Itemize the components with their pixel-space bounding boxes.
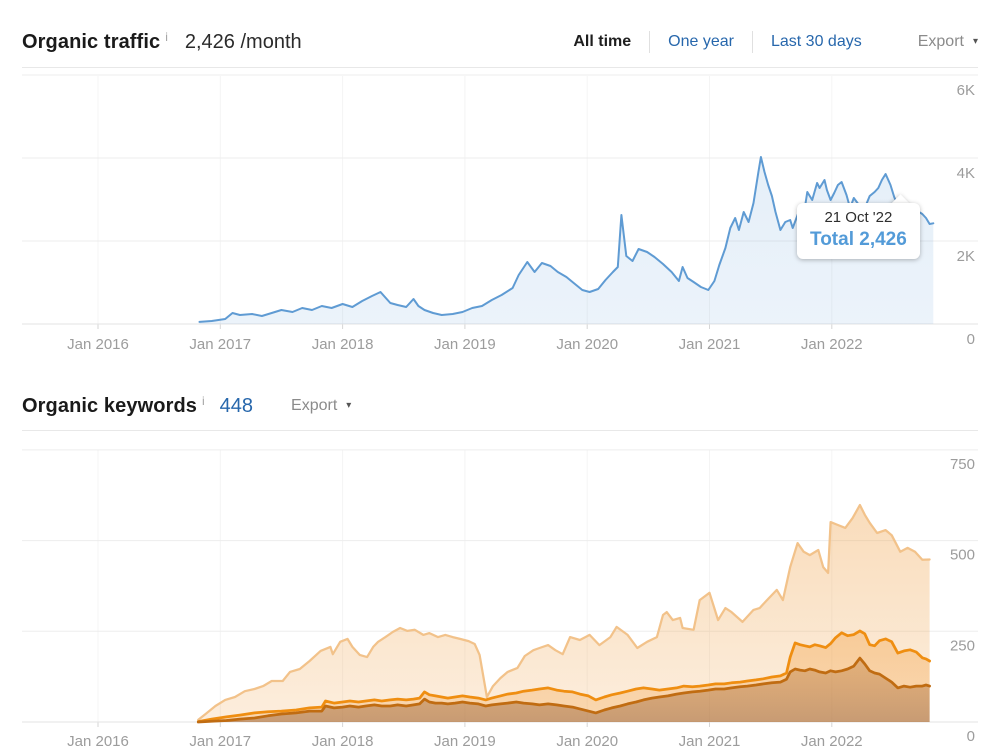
svg-text:Jan 2019: Jan 2019 [434, 733, 496, 750]
svg-text:Jan 2016: Jan 2016 [67, 336, 129, 353]
svg-text:Jan 2022: Jan 2022 [801, 336, 863, 353]
section-divider [22, 430, 978, 431]
traffic-monthly-value: 2,426 /month [184, 30, 302, 53]
svg-text:6K: 6K [957, 82, 975, 99]
time-range-tabs: All time One year Last 30 days [555, 31, 879, 53]
svg-text:Jan 2019: Jan 2019 [434, 336, 496, 353]
svg-text:4K: 4K [957, 165, 975, 182]
svg-text:Jan 2020: Jan 2020 [556, 733, 618, 750]
tab-last-30-days[interactable]: Last 30 days [751, 31, 880, 53]
svg-text:Jan 2016: Jan 2016 [67, 733, 129, 750]
info-icon[interactable]: i [202, 394, 205, 408]
export-button-traffic[interactable]: Export ▾ [918, 33, 978, 51]
svg-text:0: 0 [967, 728, 975, 745]
tooltip-date: 21 Oct '22 [824, 209, 893, 226]
traffic-title: Organic traffic [22, 30, 161, 53]
traffic-header: Organic traffic i 2,426 /month All time … [22, 22, 978, 62]
svg-text:Jan 2022: Jan 2022 [801, 733, 863, 750]
keywords-count[interactable]: 448 [219, 394, 254, 417]
svg-text:Jan 2017: Jan 2017 [189, 733, 251, 750]
svg-text:Jan 2017: Jan 2017 [189, 336, 251, 353]
svg-text:Jan 2021: Jan 2021 [679, 733, 741, 750]
chart-tooltip: 21 Oct '22 Total 2,426 [797, 203, 920, 259]
svg-text:Jan 2018: Jan 2018 [312, 733, 374, 750]
export-button-keywords[interactable]: Export ▾ [291, 397, 351, 415]
tab-all-time[interactable]: All time [573, 33, 632, 50]
info-icon[interactable]: i [165, 30, 168, 44]
svg-text:0: 0 [967, 331, 975, 348]
header-divider [22, 67, 978, 68]
svg-text:750: 750 [950, 456, 975, 473]
svg-text:Jan 2020: Jan 2020 [556, 336, 618, 353]
tab-one-year[interactable]: One year [649, 31, 752, 53]
keywords-title: Organic keywords [22, 394, 197, 417]
svg-text:Jan 2018: Jan 2018 [312, 336, 374, 353]
export-label: Export [291, 397, 338, 414]
chevron-down-icon: ▾ [346, 400, 352, 411]
tooltip-total: Total 2,426 [810, 229, 907, 250]
svg-text:500: 500 [950, 547, 975, 564]
svg-text:Jan 2021: Jan 2021 [679, 336, 741, 353]
svg-text:250: 250 [950, 637, 975, 654]
export-label: Export [917, 33, 964, 50]
keywords-header: Organic keywords i 448 Export ▾ [22, 388, 978, 424]
chevron-down-icon: ▾ [972, 36, 978, 47]
svg-text:2K: 2K [957, 248, 975, 265]
